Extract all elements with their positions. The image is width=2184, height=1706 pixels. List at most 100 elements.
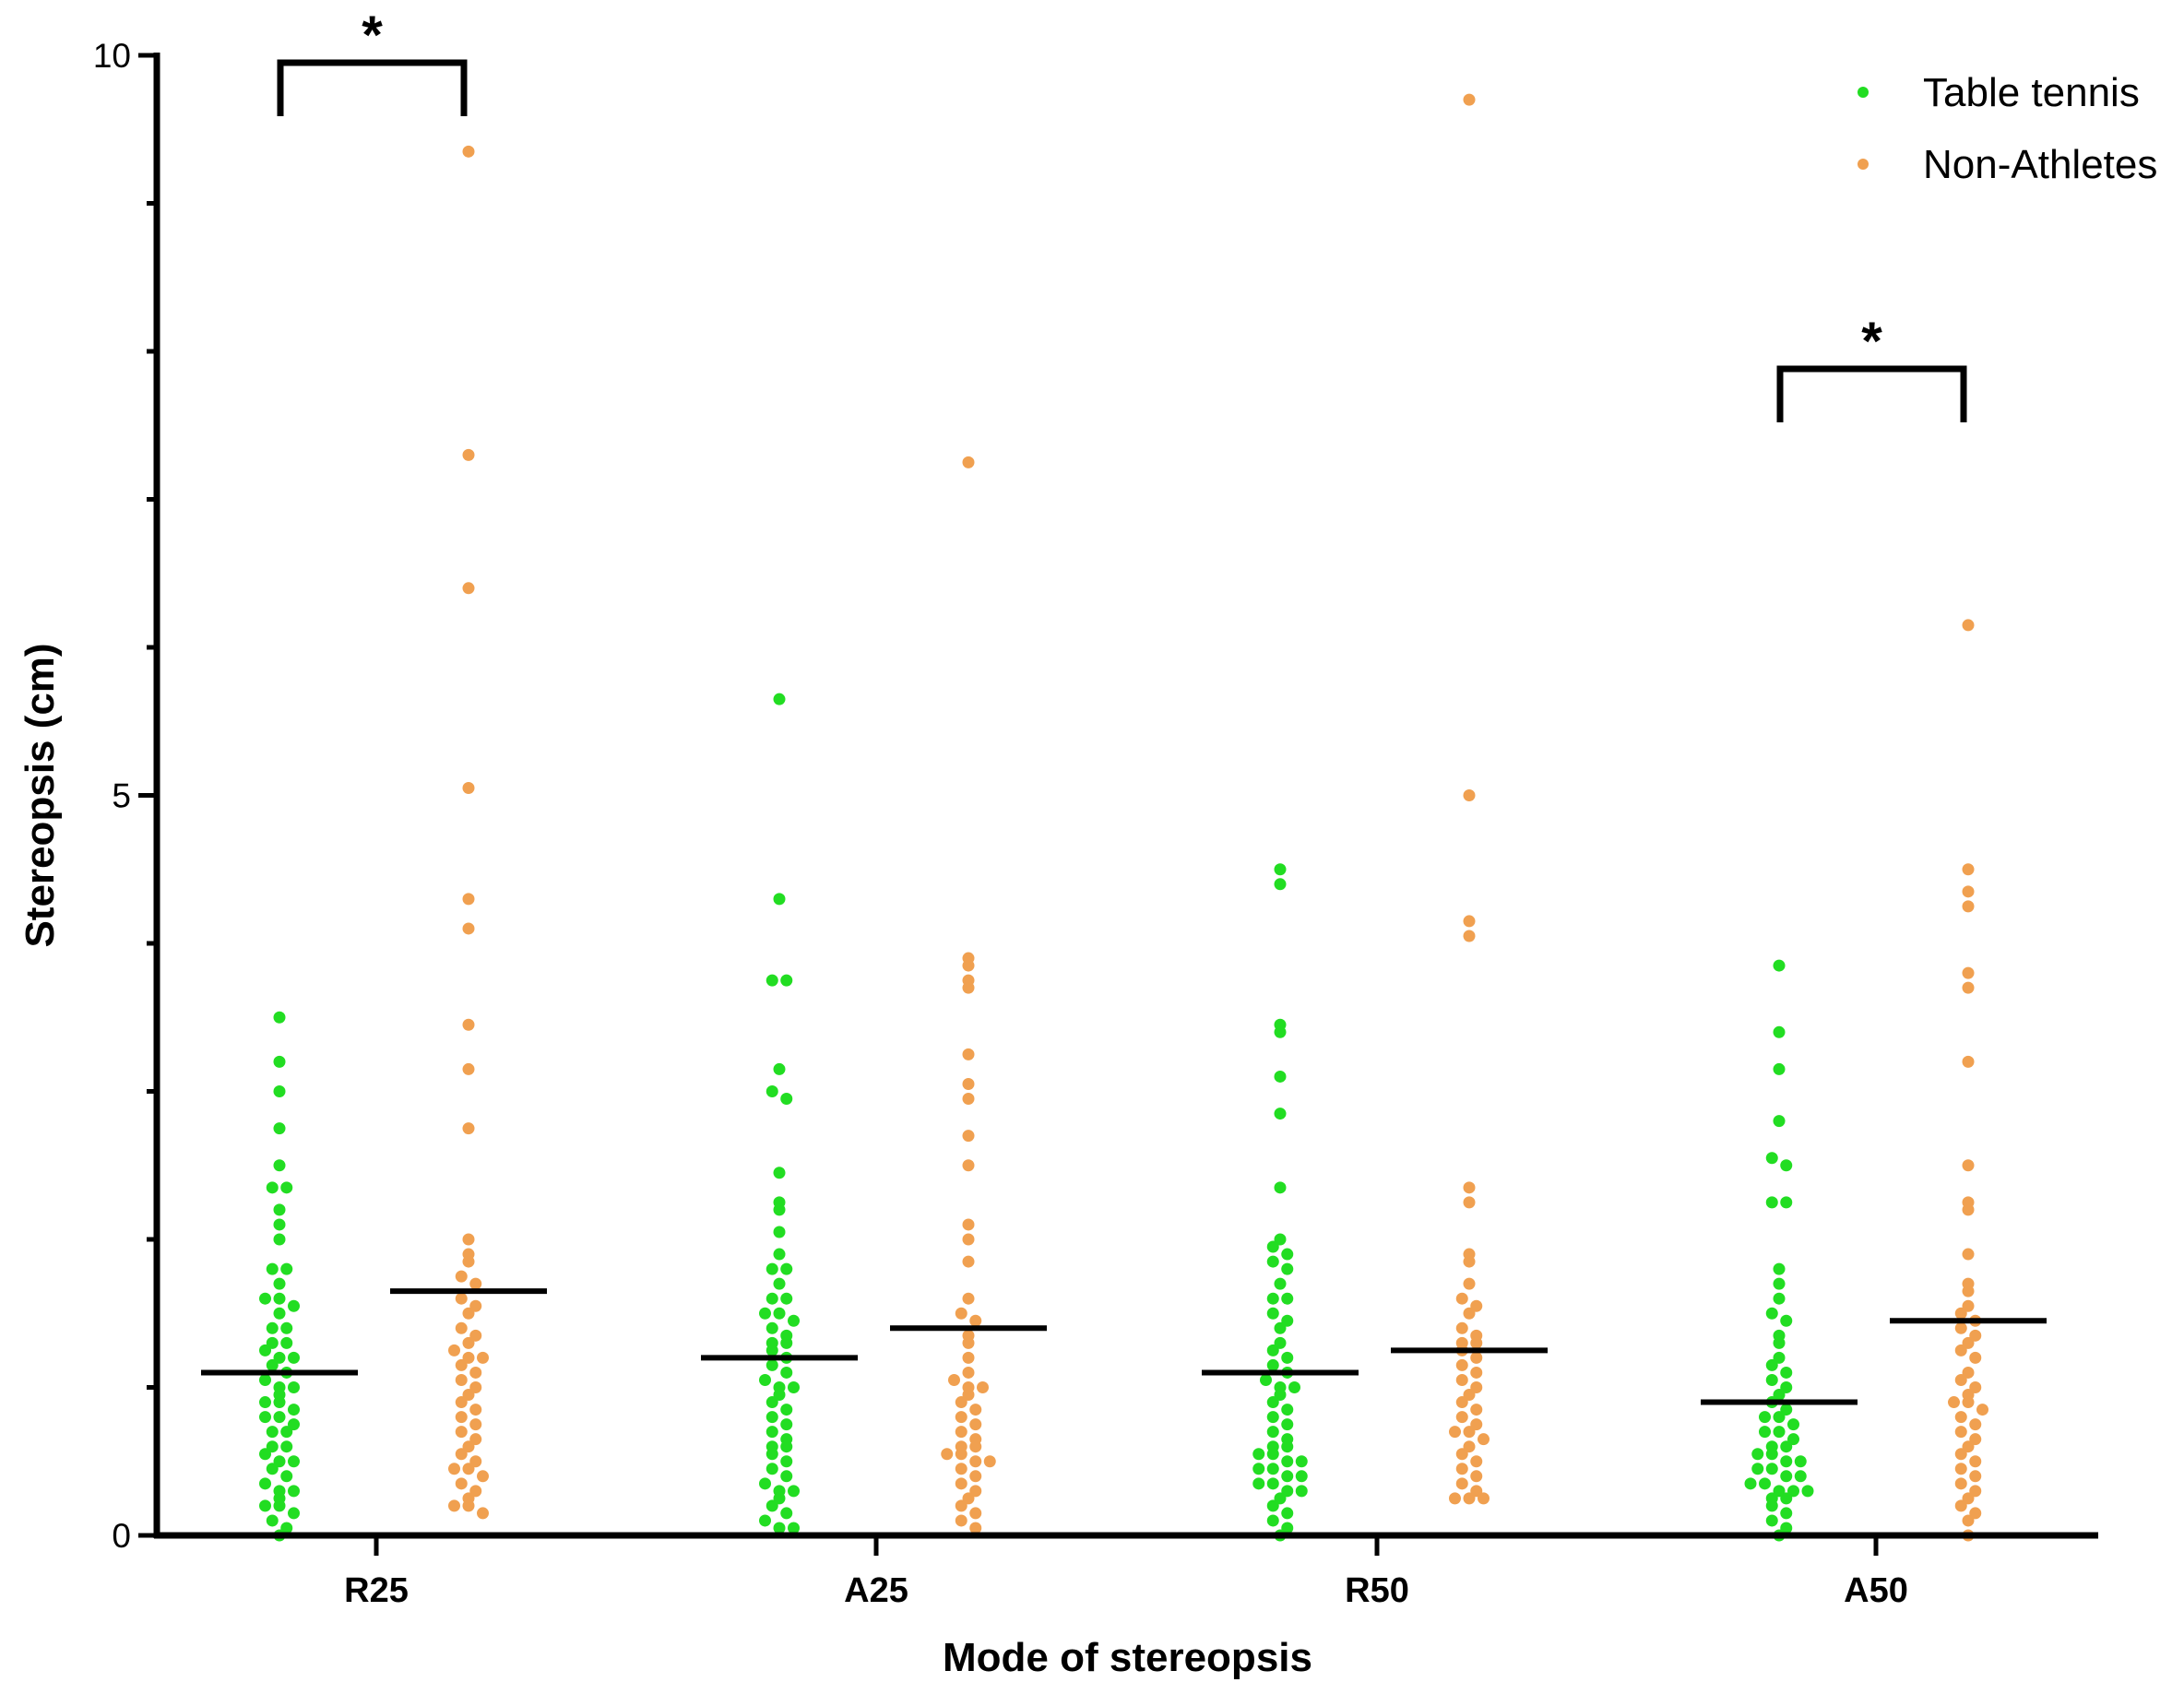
point-non-athletes-r50 (1463, 1255, 1476, 1268)
point-table-tennis-a25 (788, 1381, 800, 1393)
legend-marker-table-tennis (1858, 87, 1869, 98)
point-non-athletes-r25 (455, 1426, 468, 1439)
point-non-athletes-a25 (955, 1477, 967, 1490)
point-table-tennis-r25 (288, 1351, 300, 1364)
significance-bracket-a50 (1776, 365, 1967, 422)
point-non-athletes-a50 (1962, 1055, 1975, 1068)
point-table-tennis-a25 (759, 1373, 771, 1386)
point-table-tennis-a50 (1765, 1499, 1778, 1512)
point-non-athletes-r25 (469, 1433, 482, 1446)
point-non-athletes-a50 (1962, 1336, 1975, 1349)
legend-label-non-athletes: Non-Athletes (1923, 142, 2157, 187)
point-table-tennis-a25 (759, 1477, 771, 1490)
point-table-tennis-a50 (1773, 1389, 1786, 1402)
point-table-tennis-r50 (1281, 1292, 1294, 1305)
point-table-tennis-a25 (766, 1292, 778, 1305)
point-table-tennis-a25 (773, 1226, 786, 1238)
point-table-tennis-a50 (1801, 1485, 1814, 1498)
point-table-tennis-a50 (1780, 1159, 1793, 1172)
point-table-tennis-a25 (773, 1389, 786, 1402)
point-table-tennis-r50 (1266, 1344, 1279, 1357)
point-non-athletes-r25 (477, 1507, 489, 1520)
point-non-athletes-r25 (448, 1499, 460, 1512)
point-table-tennis-r50 (1274, 863, 1287, 876)
point-table-tennis-r25 (280, 1426, 293, 1439)
point-table-tennis-r50 (1274, 1389, 1287, 1402)
point-table-tennis-r50 (1295, 1470, 1308, 1483)
y-tick-label: 10 (93, 37, 131, 75)
point-table-tennis-r25 (273, 1499, 286, 1512)
point-table-tennis-a50 (1780, 1455, 1793, 1468)
point-table-tennis-a25 (780, 1507, 793, 1520)
point-non-athletes-r50 (1455, 1292, 1468, 1305)
point-table-tennis-r50 (1274, 1321, 1287, 1334)
point-table-tennis-a50 (1780, 1314, 1793, 1327)
point-non-athletes-r25 (469, 1299, 482, 1312)
point-non-athletes-r25 (455, 1396, 468, 1409)
point-non-athletes-r50 (1463, 930, 1476, 942)
point-table-tennis-r25 (288, 1455, 300, 1468)
point-non-athletes-r50 (1463, 915, 1476, 928)
point-non-athletes-r25 (462, 781, 475, 794)
x-tick-label-a50: A50 (1844, 1571, 1908, 1610)
point-table-tennis-r25 (266, 1463, 279, 1475)
plot-area (201, 93, 2047, 1542)
point-non-athletes-a25 (962, 1233, 975, 1246)
point-table-tennis-r50 (1274, 1336, 1287, 1349)
point-non-athletes-r25 (455, 1321, 468, 1334)
point-non-athletes-a50 (1969, 1455, 1982, 1468)
point-table-tennis-a25 (780, 974, 793, 987)
point-table-tennis-r25 (288, 1404, 300, 1416)
point-table-tennis-a50 (1765, 1448, 1778, 1461)
point-non-athletes-r25 (462, 1255, 475, 1268)
point-table-tennis-r50 (1266, 1396, 1279, 1409)
point-non-athletes-a50 (1976, 1404, 1988, 1416)
point-table-tennis-a25 (766, 1426, 778, 1439)
point-table-tennis-r25 (259, 1499, 271, 1512)
point-non-athletes-r50 (1449, 1492, 1461, 1505)
point-table-tennis-a25 (788, 1314, 800, 1327)
point-non-athletes-a50 (1954, 1373, 1967, 1386)
point-non-athletes-a25 (962, 1336, 975, 1349)
point-non-athletes-r50 (1463, 1181, 1476, 1194)
point-table-tennis-a50 (1744, 1477, 1757, 1490)
significance-brackets: ** (277, 6, 1967, 422)
point-table-tennis-a50 (1765, 1307, 1778, 1320)
point-table-tennis-r25 (259, 1477, 271, 1490)
point-table-tennis-r50 (1266, 1499, 1279, 1512)
point-table-tennis-r50 (1274, 1181, 1287, 1194)
point-table-tennis-a50 (1759, 1477, 1771, 1490)
point-non-athletes-a25 (969, 1314, 982, 1327)
point-table-tennis-a25 (773, 693, 786, 705)
point-non-athletes-a25 (962, 1077, 975, 1090)
point-table-tennis-a50 (1773, 1062, 1786, 1075)
point-table-tennis-a50 (1780, 1440, 1793, 1453)
point-non-athletes-r50 (1470, 1455, 1483, 1468)
point-table-tennis-r50 (1281, 1248, 1294, 1261)
point-non-athletes-r25 (469, 1404, 482, 1416)
point-table-tennis-a50 (1765, 1514, 1778, 1527)
point-non-athletes-a50 (1962, 619, 1975, 632)
point-non-athletes-r50 (1470, 1485, 1483, 1498)
point-non-athletes-a25 (969, 1485, 982, 1498)
point-table-tennis-r50 (1281, 1314, 1294, 1327)
point-table-tennis-r25 (266, 1321, 279, 1334)
point-table-tennis-r25 (288, 1418, 300, 1431)
y-tick-label: 0 (112, 1517, 131, 1555)
significance-star-a50: * (1861, 312, 1882, 372)
point-table-tennis-r25 (280, 1336, 293, 1349)
point-non-athletes-a50 (1954, 1477, 1967, 1490)
point-table-tennis-a50 (1780, 1196, 1793, 1209)
point-table-tennis-r25 (266, 1514, 279, 1527)
point-table-tennis-a25 (780, 1404, 793, 1416)
point-table-tennis-a25 (773, 1062, 786, 1075)
point-table-tennis-a50 (1765, 1463, 1778, 1475)
point-non-athletes-a50 (1954, 1426, 1967, 1439)
point-table-tennis-a50 (1773, 1277, 1786, 1290)
point-table-tennis-a25 (773, 1248, 786, 1261)
point-non-athletes-r50 (1463, 1307, 1476, 1320)
point-table-tennis-a50 (1787, 1433, 1799, 1446)
point-non-athletes-r50 (1463, 1196, 1476, 1209)
point-table-tennis-a25 (766, 1396, 778, 1409)
point-table-tennis-a50 (1773, 1336, 1786, 1349)
